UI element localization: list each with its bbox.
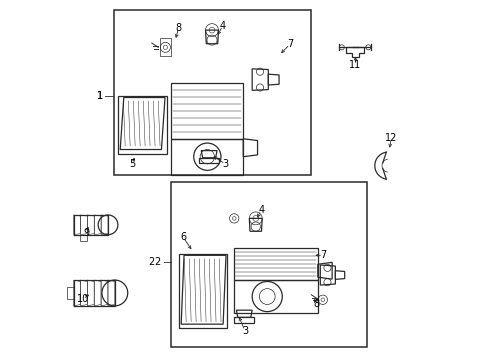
Text: 11: 11 [349, 60, 362, 70]
Text: 7: 7 [320, 250, 326, 260]
Text: 5: 5 [129, 159, 135, 169]
Text: 2: 2 [148, 257, 155, 267]
Text: 4: 4 [220, 21, 226, 31]
Bar [172, 182, 367, 347]
Text: 7: 7 [287, 40, 293, 49]
Bar [114, 10, 311, 175]
Text: 3: 3 [242, 325, 248, 336]
Text: 2: 2 [155, 257, 161, 267]
Text: 8: 8 [314, 299, 320, 309]
Text: 9: 9 [83, 228, 90, 238]
Text: 10: 10 [77, 294, 89, 304]
Text: 1: 1 [97, 91, 103, 101]
Text: 8: 8 [175, 23, 182, 33]
Text: 6: 6 [180, 232, 186, 242]
Text: 1: 1 [97, 91, 103, 101]
Text: 12: 12 [385, 133, 397, 143]
Text: 3: 3 [222, 159, 228, 169]
Text: 4: 4 [258, 206, 264, 216]
